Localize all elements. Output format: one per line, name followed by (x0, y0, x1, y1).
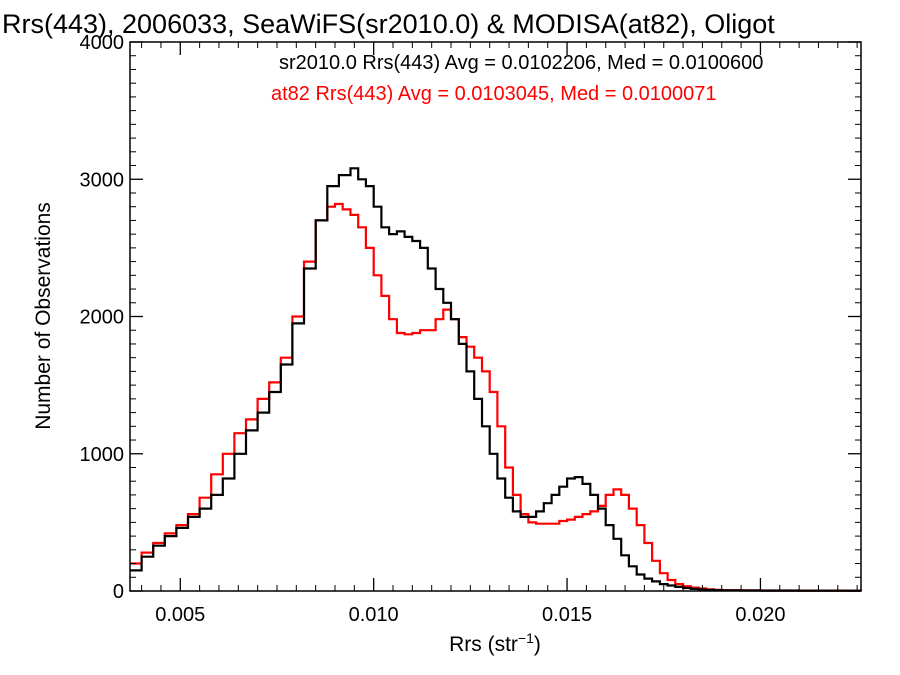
y-tick-label: 1000 (80, 444, 125, 466)
chart-title: Rrs(443), 2006033, SeaWiFS(sr2010.0) & M… (2, 9, 775, 39)
x-axis-title: Rrs (str−1) (449, 630, 541, 656)
tick-layer: 0.005 0.010 0.015 0.020 0 1000 2000 3000 4000 (80, 32, 861, 626)
x-tick-label: 0.015 (542, 604, 592, 626)
series-layer (130, 167, 863, 592)
y-axis-title: Number of Observations (32, 202, 55, 430)
x-axis-title-main: Rrs (str (449, 633, 518, 656)
stats-line-at82: at82 Rrs(443) Avg = 0.0103045, Med = 0.0… (271, 83, 717, 105)
x-axis-title-sup: −1 (518, 630, 534, 646)
y-tick-label: 0 (113, 581, 124, 603)
series-line-0 (130, 167, 861, 592)
x-tick-label: 0.010 (349, 604, 399, 626)
stats-line-sr2010: sr2010.0 Rrs(443) Avg = 0.0102206, Med =… (279, 52, 763, 74)
x-tick-label: 0.020 (735, 604, 785, 626)
plot-frame (129, 41, 862, 592)
y-tick-label: 3000 (80, 169, 125, 191)
x-axis-title-close: ) (534, 633, 541, 656)
y-tick-label: 2000 (80, 307, 125, 329)
x-tick-label: 0.005 (155, 604, 205, 626)
y-tick-label: 4000 (80, 32, 125, 54)
series-line-1 (130, 202, 863, 592)
